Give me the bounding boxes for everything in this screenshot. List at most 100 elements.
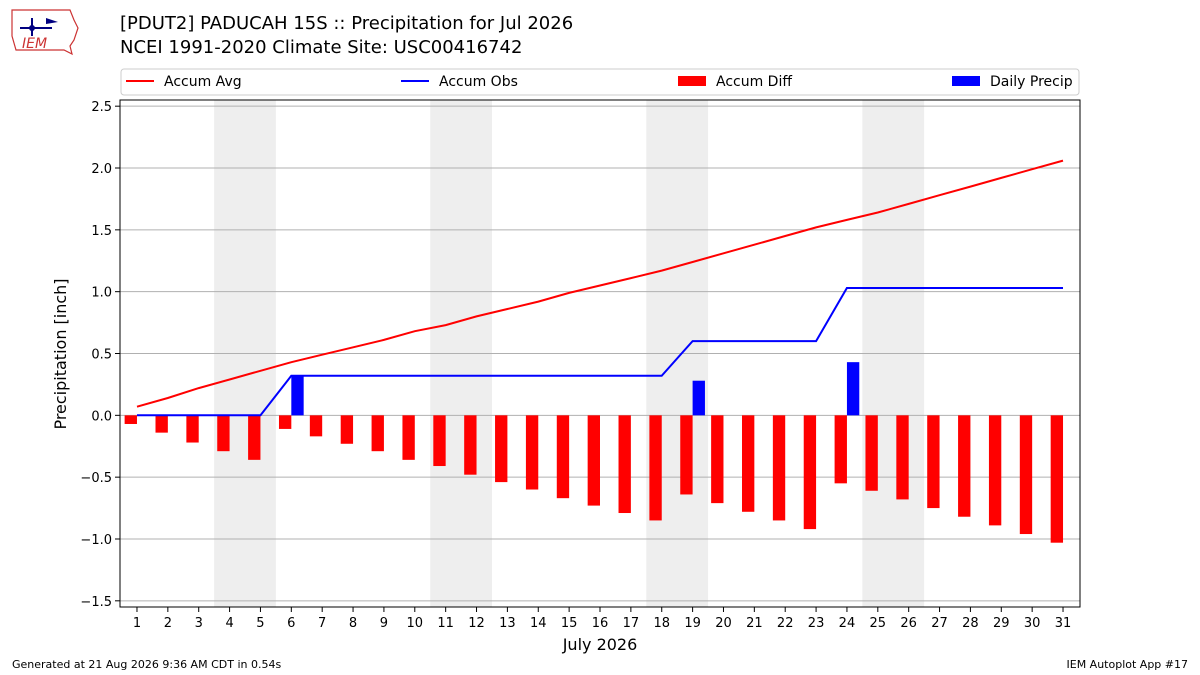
iem-logo: IEM [8, 6, 80, 62]
xtick-label-7: 7 [318, 616, 326, 631]
legend-diff-swatch [678, 76, 706, 86]
diff-bar-28 [958, 415, 971, 517]
ytick-label-4: 0.5 [91, 348, 112, 363]
legend: Accum Avg Accum Obs Accum Diff Daily Pre… [120, 68, 1080, 96]
xtick-label-24: 24 [839, 616, 856, 631]
daily-bar-6 [291, 375, 304, 416]
diff-bar-21 [741, 415, 755, 512]
accum-obs-line [137, 287, 1063, 417]
legend-avg-label: Accum Avg [164, 74, 242, 90]
logo-text: IEM [22, 36, 47, 52]
diff-bar-1 [124, 415, 137, 424]
bars [124, 362, 1064, 543]
ytick-label-8: 2.5 [91, 100, 112, 115]
y-axis-label: Precipitation [inch] [51, 278, 70, 429]
diff-bar-20 [711, 415, 724, 504]
legend-box [120, 68, 1080, 96]
ytick-label-6: 1.5 [91, 224, 112, 239]
title-line-2: NCEI 1991-2020 Climate Site: USC00416742 [120, 37, 523, 58]
xtick-label-31: 31 [1055, 616, 1072, 631]
diff-bar-4 [217, 415, 230, 452]
diff-bar-7 [309, 415, 323, 437]
legend-daily-label: Daily Precip [990, 74, 1073, 90]
lines [136, 159, 1064, 417]
diff-bar-29 [988, 415, 1002, 526]
ytick-label-0: −1.5 [80, 595, 112, 610]
diff-bar-31 [1050, 415, 1064, 543]
diff-bar-8 [340, 415, 354, 444]
xtick-label-8: 8 [349, 616, 357, 631]
xtick-label-20: 20 [715, 616, 732, 631]
diff-bar-30 [1019, 415, 1033, 535]
diff-bar-14 [525, 415, 539, 490]
x-axis-label: July 2026 [562, 635, 638, 654]
ytick-label-5: 1.0 [91, 286, 112, 301]
diff-bar-24 [834, 415, 847, 484]
diff-bar-10 [402, 415, 415, 460]
xtick-label-30: 30 [1024, 616, 1041, 631]
diff-bar-13 [495, 415, 508, 483]
footer-generated: Generated at 21 Aug 2026 9:36 AM CDT in … [12, 658, 282, 671]
iem-iowa-logo-icon: IEM [11, 9, 79, 56]
xtick-label-11: 11 [437, 616, 454, 631]
diff-bar-2 [155, 415, 168, 433]
diff-bar-3 [186, 415, 199, 443]
xtick-label-23: 23 [808, 616, 825, 631]
xtick-label-29: 29 [993, 616, 1010, 631]
diff-bar-12 [464, 415, 477, 475]
xtick-label-27: 27 [931, 616, 948, 631]
xtick-label-17: 17 [623, 616, 640, 631]
daily-bar-19 [692, 380, 705, 416]
diff-bar-25 [865, 415, 878, 491]
xtick-label-2: 2 [164, 616, 172, 631]
diff-bar-11 [433, 415, 446, 467]
grid-lines [120, 105, 1080, 602]
diff-bar-23 [803, 415, 817, 530]
footer-app: IEM Autoplot App #17 [1066, 658, 1189, 671]
diff-bar-17 [618, 415, 631, 514]
diff-bar-27 [927, 415, 940, 509]
xtick-label-13: 13 [499, 616, 516, 631]
xtick-label-9: 9 [380, 616, 388, 631]
xtick-label-15: 15 [561, 616, 578, 631]
accum-avg-line [136, 159, 1064, 408]
diff-bar-18 [649, 415, 662, 521]
xtick-label-16: 16 [592, 616, 609, 631]
legend-daily-swatch [952, 76, 980, 86]
chart-title: [PDUT2] PADUCAH 15S :: Precipitation for… [120, 12, 573, 60]
diff-bar-19 [680, 415, 693, 495]
xtick-label-12: 12 [468, 616, 485, 631]
diff-bar-22 [772, 415, 786, 521]
xtick-label-10: 10 [407, 616, 424, 631]
diff-bar-9 [371, 415, 384, 452]
legend-obs-label: Accum Obs [439, 74, 518, 90]
diff-bar-26 [896, 415, 909, 500]
xtick-label-18: 18 [653, 616, 670, 631]
title-line-1: [PDUT2] PADUCAH 15S :: Precipitation for… [120, 13, 574, 34]
diff-bar-6 [278, 415, 292, 429]
diff-bar-16 [587, 415, 600, 506]
xtick-label-1: 1 [133, 616, 141, 631]
ytick-label-1: −1.0 [80, 533, 112, 548]
legend-diff-label: Accum Diff [716, 74, 792, 90]
diff-bar-15 [556, 415, 570, 499]
xtick-label-4: 4 [225, 616, 233, 631]
xtick-label-22: 22 [777, 616, 794, 631]
xtick-label-25: 25 [870, 616, 887, 631]
y-axis-ticks: −1.5 −1.0 −0.5 0.0 0.5 1.0 1.5 2.0 2.5 [80, 100, 120, 610]
xtick-label-3: 3 [195, 616, 203, 631]
xtick-label-28: 28 [962, 616, 979, 631]
diff-bar-5 [248, 415, 261, 460]
daily-bar-24 [846, 362, 860, 416]
xtick-label-5: 5 [256, 616, 264, 631]
x-axis-ticks: 1 2 3 4 5 6 7 8 9 10 11 12 13 14 15 16 17 18 19 20 21 22 23 24 2… [133, 607, 1071, 631]
ytick-label-2: −0.5 [80, 471, 112, 486]
ytick-label-7: 2.0 [91, 162, 112, 177]
xtick-label-21: 21 [746, 616, 763, 631]
xtick-label-6: 6 [287, 616, 295, 631]
ytick-label-3: 0.0 [91, 409, 112, 424]
xtick-label-19: 19 [684, 616, 701, 631]
xtick-label-26: 26 [900, 616, 917, 631]
xtick-label-14: 14 [530, 616, 547, 631]
